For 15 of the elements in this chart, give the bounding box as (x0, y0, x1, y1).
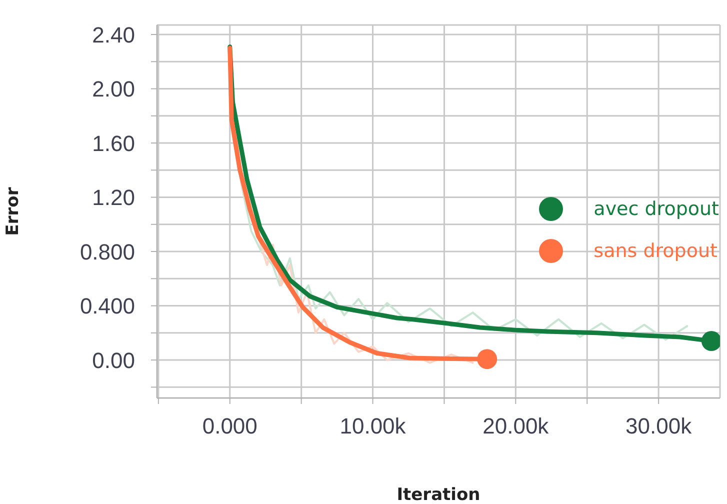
legend-label: avec dropout (594, 198, 719, 220)
y-tick-label: 0.400 (80, 294, 135, 319)
y-axis-title: Error (3, 186, 24, 236)
x-axis-title: Iteration (396, 485, 480, 504)
y-tick-label: 0.800 (80, 239, 135, 264)
y-tick-label: 2.00 (92, 76, 135, 102)
y-tick-label: 1.60 (92, 130, 135, 156)
x-tick-label: 10.00k (340, 414, 407, 439)
y-tick-label: 2.40 (92, 22, 135, 48)
x-tick-label: 30.00k (626, 414, 693, 439)
x-tick-label: 0.000 (202, 414, 258, 439)
x-tick-label: 20.00k (482, 414, 550, 439)
y-tick-label: 0.00 (92, 348, 135, 373)
y-tick-label: 1.20 (92, 185, 135, 210)
legend-label: sans dropout (594, 240, 718, 262)
